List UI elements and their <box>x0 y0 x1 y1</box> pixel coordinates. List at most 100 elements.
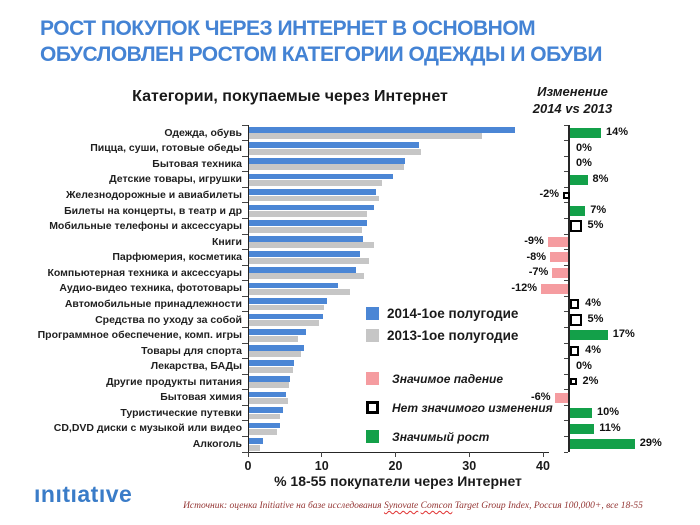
bar-2013 <box>249 444 261 451</box>
x-tick-mark <box>468 452 470 457</box>
change-row: 14% <box>425 125 700 141</box>
y-axis-tick <box>242 358 248 360</box>
change-axis-tick <box>563 124 568 126</box>
significance-legend-item: Значимый рост <box>366 422 553 451</box>
bar-2013 <box>249 257 370 264</box>
significance-legend: Значимое падение Нет значимого изменения З… <box>366 364 553 451</box>
bar-2014 <box>249 173 393 180</box>
change-axis-tick <box>563 295 568 297</box>
category-label: Программное обеспечение, комп. игры <box>37 329 242 342</box>
no-change-box <box>563 191 570 199</box>
source-synovate: Synovate <box>383 501 419 511</box>
series-legend-label: 2013-1ое полугодие <box>387 327 519 343</box>
bar-2013 <box>249 133 483 140</box>
change-row: 10% <box>425 405 700 421</box>
category-label: Лекарства, БАДы <box>150 360 242 373</box>
y-axis-tick <box>242 264 248 266</box>
change-value-label: 11% <box>599 421 621 434</box>
change-value-label: 14% <box>606 126 629 138</box>
y-axis-tick <box>242 217 248 219</box>
category-label: Мобильные телефоны и аксессуары <box>49 220 242 233</box>
bar-2014 <box>249 142 419 149</box>
bar-2014 <box>249 266 356 273</box>
change-value-label: 5% <box>587 312 604 325</box>
bar-2013 <box>249 242 375 249</box>
change-axis-tick <box>563 280 568 282</box>
bar-2013 <box>249 351 302 358</box>
bar-2014 <box>249 282 338 289</box>
bar-2013 <box>249 180 382 186</box>
change-axis-tick <box>563 186 568 188</box>
bar-row <box>249 296 549 312</box>
no-change-box <box>569 378 577 386</box>
x-tick-label: 0 <box>244 459 252 473</box>
bar-chart-plot-area <box>242 124 549 453</box>
category-label: Туристические путевки <box>120 406 242 419</box>
bar-2014 <box>249 157 406 164</box>
bar-2013 <box>249 429 278 435</box>
series-legend-item: 2013-1ое полугодие <box>366 324 518 346</box>
bar-2014 <box>249 189 376 195</box>
change-growth-bar <box>569 205 586 216</box>
change-row: 2% <box>425 374 700 390</box>
change-axis-line <box>568 125 570 452</box>
bar-2013 <box>249 382 289 389</box>
change-row: -2% <box>425 187 700 203</box>
bar-row <box>249 156 549 172</box>
change-fall-bar <box>541 283 568 294</box>
y-axis-tick <box>242 435 248 437</box>
significance-legend-item: Значимое падение <box>366 364 553 393</box>
bar-2014 <box>249 344 304 351</box>
category-label: Одежда, обувь <box>164 126 242 139</box>
category-label: Алкоголь <box>192 438 242 451</box>
y-axis-tick <box>242 404 248 406</box>
category-label: Аудио-видео техника, фототовары <box>59 282 242 295</box>
change-value-label: 2% <box>582 375 599 388</box>
change-growth-bar <box>569 127 601 138</box>
bar-row <box>249 359 549 375</box>
change-axis-tick <box>563 171 568 173</box>
initiative-logo: ınıtıatıve <box>34 481 133 507</box>
bar-row <box>249 141 549 157</box>
change-growth-bar <box>569 423 595 434</box>
category-label: Парфюмерия, косметика <box>112 251 242 264</box>
change-axis-tick <box>563 420 568 422</box>
y-axis-tick <box>242 140 248 142</box>
change-row: 5% <box>425 312 700 328</box>
change-row: -12% <box>425 281 700 297</box>
change-axis-tick <box>563 140 568 142</box>
bar-2013 <box>249 211 367 217</box>
bar-2014 <box>249 360 294 367</box>
bar-row <box>249 281 549 297</box>
change-axis-tick <box>563 373 568 375</box>
change-axis-tick <box>563 451 568 453</box>
bar-2014 <box>249 313 323 320</box>
significance-legend-item: Нет значимого изменения <box>366 393 553 422</box>
no-change-swatch <box>366 401 379 414</box>
change-fall-bar <box>554 392 568 403</box>
change-axis-tick <box>563 326 568 328</box>
change-value-label: 10% <box>597 406 620 419</box>
change-value-label: -2% <box>539 188 559 201</box>
change-value-label: 17% <box>612 328 635 341</box>
change-value-label: 0% <box>576 359 592 372</box>
change-growth-bar <box>569 330 608 341</box>
change-column-header: Изменение 2014 vs 2013 <box>532 84 613 116</box>
significance-legend-label: Нет значимого изменения <box>392 400 553 415</box>
bar-2013 <box>249 304 325 311</box>
y-axis-tick <box>242 295 248 297</box>
change-value-label: 4% <box>585 344 601 356</box>
series-legend: 2014-1ое полугодие 2013-1ое полугодие <box>366 302 518 346</box>
change-value-label: 29% <box>639 437 662 450</box>
x-tick-mark <box>247 452 249 457</box>
bar-row <box>249 374 549 390</box>
change-fall-bar <box>552 267 568 278</box>
bar-2014 <box>249 298 328 304</box>
category-label: Детские товары, игрушки <box>109 173 242 186</box>
y-axis-tick <box>242 373 248 375</box>
bar-2014 <box>249 204 375 211</box>
change-growth-bar <box>569 408 592 419</box>
change-axis-tick <box>563 435 568 437</box>
change-fall-bar <box>550 252 568 263</box>
change-row: -7% <box>425 265 700 281</box>
